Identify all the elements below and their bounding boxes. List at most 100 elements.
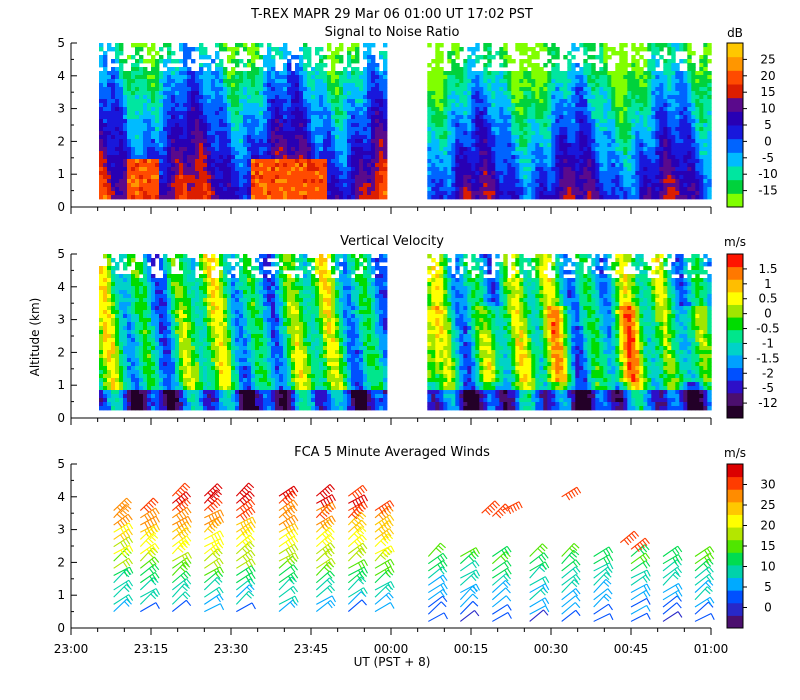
snr-cell [523,115,528,120]
snr-cell [203,83,208,88]
snr-cell [299,99,304,104]
snr-cell [487,119,492,124]
snr-cell [303,155,308,160]
snr-cell [115,159,120,164]
snr-cell [143,151,148,156]
snr-cell [307,143,312,148]
snr-cell [211,183,216,188]
snr-cell [515,151,520,156]
snr-cell [667,79,672,84]
snr-cell [191,187,196,192]
snr-cell [187,55,192,60]
snr-cell [447,95,452,100]
snr-cell [579,123,584,128]
snr-cell [591,155,596,160]
snr-cell [491,191,496,196]
snr-cell [543,187,548,192]
snr-cell [163,147,168,152]
snr-cell [467,111,472,116]
snr-cell [219,79,224,84]
snr-cell [651,71,656,76]
snr-cell [335,143,340,148]
snr-cell [439,147,444,152]
snr-cell [683,103,688,108]
snr-cell [527,159,532,164]
snr-cell [587,47,592,52]
snr-cell [131,115,136,120]
snr-cell [655,175,660,180]
snr-cell [571,63,576,68]
snr-cell [587,111,592,116]
snr-cell [167,55,172,60]
snr-cell [643,111,648,116]
snr-cell [539,47,544,52]
snr-cell [691,71,696,76]
snr-cell [275,191,280,196]
snr-cell [691,135,696,140]
snr-cell [623,155,628,160]
snr-cell [227,135,232,140]
snr-cell [251,131,256,136]
snr-cell [587,55,592,60]
snr-cell [343,119,348,124]
snr-cell [295,131,300,136]
snr-cell [367,83,372,88]
snr-cell [627,115,632,120]
snr-cell [163,83,168,88]
snr-cell [151,43,156,48]
snr-cell [359,171,364,176]
snr-cell [671,155,676,160]
snr-cell [279,171,284,176]
snr-cell [627,103,632,108]
snr-cell [299,175,304,180]
snr-cell [507,119,512,124]
snr-cell [527,83,532,88]
snr-cell [475,147,480,152]
snr-cell [487,75,492,80]
snr-cell [123,99,128,104]
snr-cell [287,51,292,56]
snr-cell [295,139,300,144]
snr-cell [511,107,516,112]
snr-cell [335,187,340,192]
snr-cell [691,187,696,192]
snr-cell [203,187,208,192]
snr-cell [671,127,676,132]
snr-cell [211,139,216,144]
snr-cell [535,151,540,156]
snr-cell [103,183,108,188]
snr-cell [163,143,168,148]
snr-cell [687,155,692,160]
snr-cell [483,87,488,92]
snr-cell [511,171,516,176]
snr-cell [555,55,560,60]
snr-cell [619,195,624,200]
snr-cell [559,155,564,160]
snr-cell [679,151,684,156]
snr-cell [191,119,196,124]
snr-cell [235,111,240,116]
snr-cell [359,175,364,180]
snr-cell [299,55,304,60]
snr-cell [311,111,316,116]
snr-cell [191,99,196,104]
snr-cell [443,111,448,116]
snr-cell [483,119,488,124]
snr-cell [311,139,316,144]
snr-cell [107,175,112,180]
snr-cell [551,167,556,172]
snr-cell [467,147,472,152]
snr-cell [355,167,360,172]
snr-cell [511,167,516,172]
snr-cell [631,55,636,60]
snr-cell [475,131,480,136]
snr-cell [471,135,476,140]
snr-cell [295,135,300,140]
snr-cell [223,167,228,172]
snr-cell [523,167,528,172]
snr-cell [603,187,608,192]
snr-cell [219,155,224,160]
snr-cell [643,71,648,76]
snr-cell [179,87,184,92]
snr-cell [523,175,528,180]
